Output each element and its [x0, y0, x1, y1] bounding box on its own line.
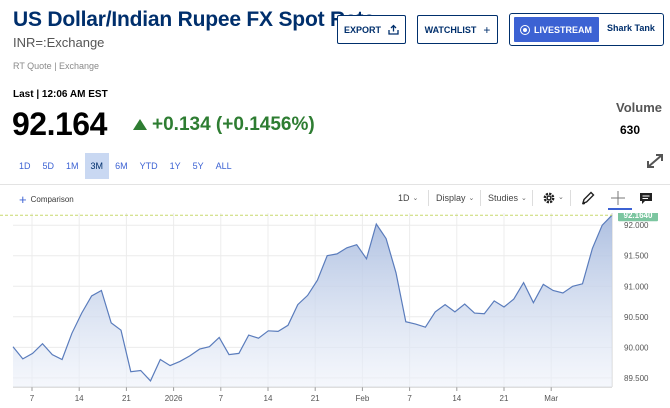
range-6m[interactable]: 6M: [115, 161, 128, 171]
x-tick-label: 21: [122, 394, 131, 403]
watchlist-button[interactable]: WATCHLIST +: [417, 15, 498, 44]
range-5d[interactable]: 5D: [42, 161, 55, 171]
show-name-link[interactable]: Shark Tank: [607, 23, 655, 33]
export-button[interactable]: EXPORT: [337, 15, 406, 44]
symbol-label: INR=:Exchange: [13, 35, 105, 50]
comparison-button[interactable]: + Comparison: [19, 193, 74, 206]
studies-dropdown[interactable]: Studies ⌄: [488, 193, 527, 203]
up-arrow-icon: [133, 119, 147, 130]
x-tick-label: 7: [219, 394, 224, 403]
chevron-down-icon[interactable]: ⌄: [558, 194, 564, 201]
plus-icon: +: [483, 22, 491, 37]
x-tick-label: 14: [452, 394, 461, 403]
range-3m[interactable]: 3M: [84, 153, 110, 179]
x-tick-label: 2026: [165, 394, 183, 403]
range-1y[interactable]: 1Y: [169, 161, 181, 171]
toolbar-separator: [532, 190, 533, 206]
livestream-panel: LIVESTREAM Shark Tank: [509, 13, 664, 46]
toolbar-separator: [570, 190, 571, 206]
watchlist-label: WATCHLIST: [424, 24, 477, 35]
volume-value: 630: [620, 123, 641, 137]
interval-dropdown[interactable]: 1D ⌄: [398, 193, 418, 203]
range-all[interactable]: ALL: [215, 161, 232, 171]
y-tick-label: 91.500: [624, 252, 649, 261]
export-icon: [388, 24, 399, 35]
toolbar-divider: [0, 184, 670, 185]
toolbar-separator: [428, 190, 429, 206]
range-1m[interactable]: 1M: [66, 161, 79, 171]
x-tick-label: 21: [311, 394, 320, 403]
x-tick-label: 7: [30, 394, 35, 403]
gear-icon[interactable]: [541, 190, 557, 206]
current-price-label: 92.1640: [624, 213, 653, 220]
chevron-down-icon: ⌄: [521, 195, 527, 202]
y-tick-label: 90.500: [624, 313, 649, 322]
plus-icon: +: [19, 192, 27, 207]
x-tick-label: 7: [407, 394, 412, 403]
expand-icon[interactable]: [645, 152, 665, 170]
quote-type-label: RT Quote | Exchange: [13, 61, 100, 71]
last-price: 92.164: [12, 106, 107, 142]
time-range-selector: 1D 5D 1M 3M 6M YTD 1Y 5Y ALL: [13, 153, 238, 179]
interval-label: 1D: [398, 193, 410, 203]
x-tick-label: 14: [264, 394, 273, 403]
range-1d[interactable]: 1D: [19, 161, 31, 171]
price-chart[interactable]: 7 14 21 2026 7 14 21 Feb 7 14 21 Mar 92.000 91.500 91.…: [0, 213, 670, 408]
comparison-label: Comparison: [30, 195, 74, 204]
comment-icon[interactable]: [638, 190, 654, 206]
crosshair-icon[interactable]: [610, 190, 626, 206]
y-tick-label: 91.000: [624, 282, 649, 291]
range-5y[interactable]: 5Y: [192, 161, 204, 171]
range-ytd[interactable]: YTD: [139, 161, 158, 171]
chevron-down-icon: ⌄: [412, 195, 419, 202]
last-trade-label: Last | 12:06 AM EST: [13, 89, 108, 100]
current-price-tag: [618, 213, 658, 222]
display-dropdown[interactable]: Display ⌄: [436, 193, 474, 203]
volume-label: Volume: [616, 100, 662, 115]
chevron-down-icon: ⌄: [468, 195, 475, 202]
livestream-button[interactable]: LIVESTREAM: [514, 17, 599, 42]
price-area: [13, 215, 612, 387]
y-tick-label: 90.000: [624, 343, 649, 352]
y-tick-label: 89.500: [624, 374, 649, 383]
toolbar-separator: [480, 190, 481, 206]
active-tool-indicator: [608, 208, 632, 210]
x-tick-label: Mar: [544, 394, 558, 403]
price-line: [12, 214, 613, 382]
pencil-icon[interactable]: [580, 190, 596, 206]
price-change: +0.134 (+0.1456%): [152, 114, 315, 135]
export-label: EXPORT: [343, 24, 381, 35]
studies-label: Studies: [488, 193, 519, 203]
display-label: Display: [436, 193, 466, 203]
x-tick-label: Feb: [356, 394, 370, 403]
live-dot-icon: [520, 25, 529, 34]
page-title: US Dollar/Indian Rupee FX Spot Rate: [13, 8, 375, 31]
livestream-label: LIVESTREAM: [533, 24, 592, 35]
x-tick-label: 14: [75, 394, 84, 403]
x-tick-label: 21: [500, 394, 509, 403]
y-tick-label: 92.000: [624, 221, 649, 230]
